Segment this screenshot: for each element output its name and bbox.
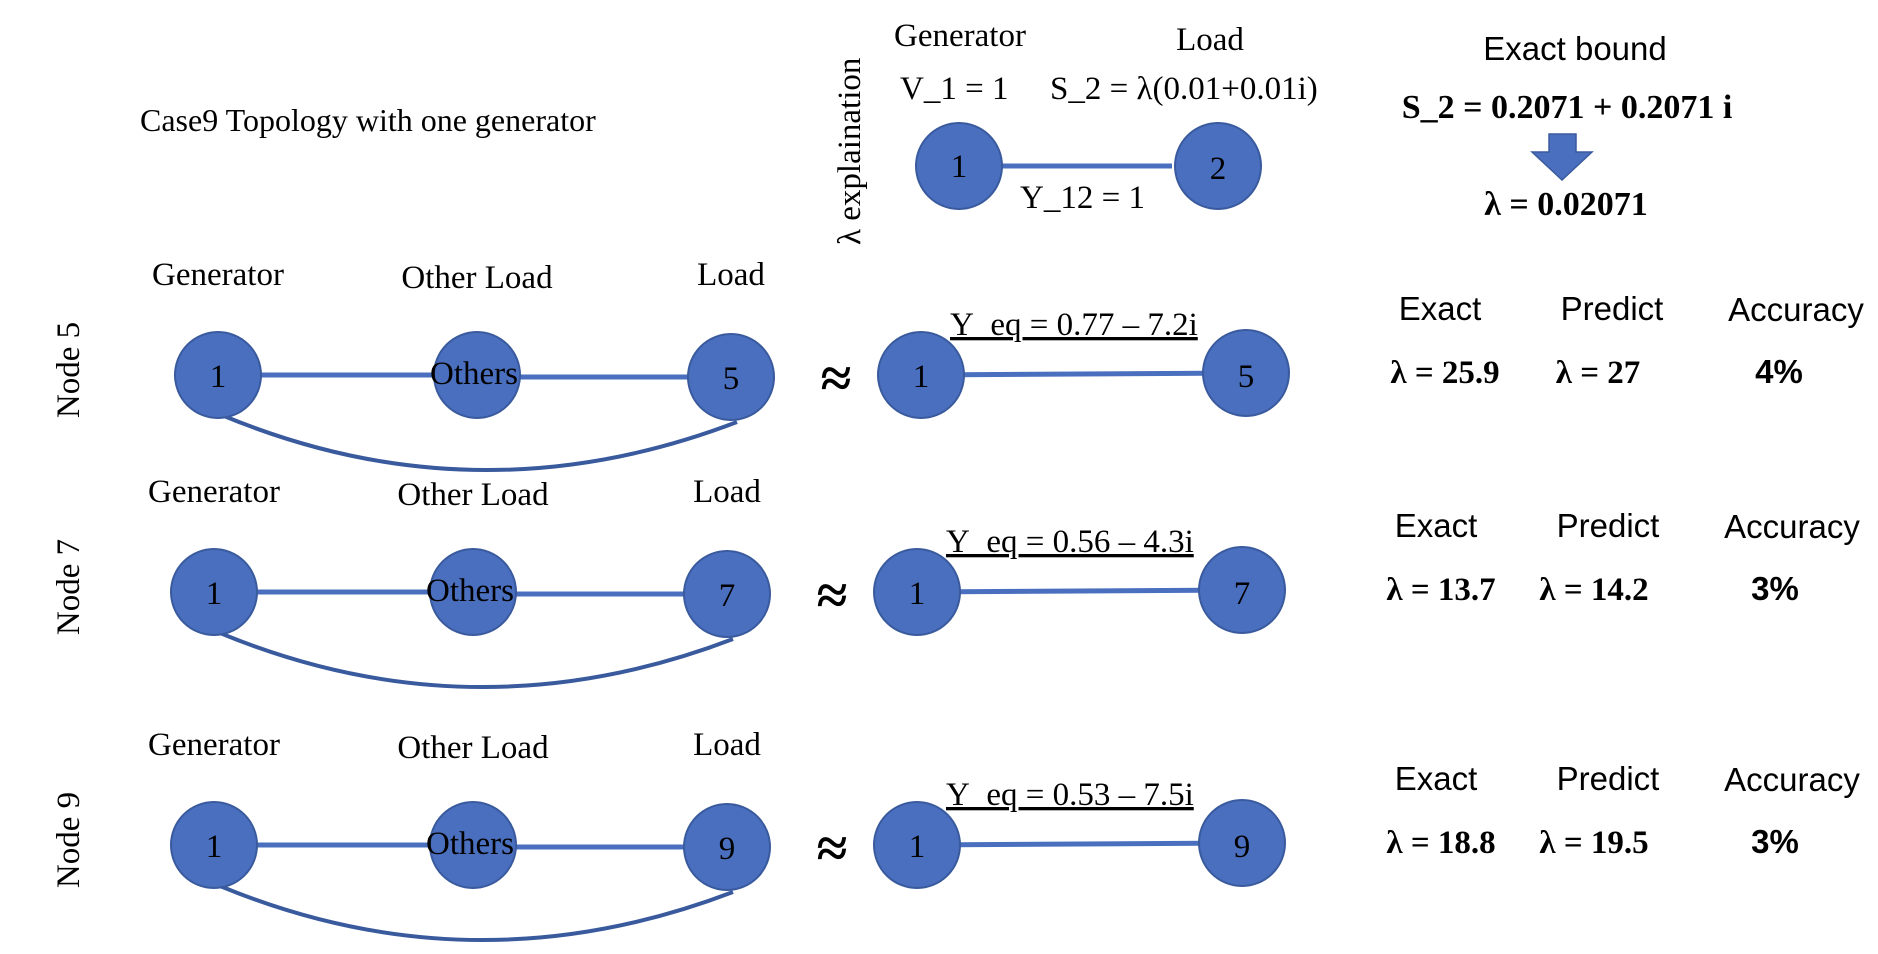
- other-load-label: Other Load: [401, 260, 553, 296]
- others-node-label: Others: [426, 573, 514, 609]
- load-node: [687, 333, 775, 421]
- other-load-label: Other Load: [397, 730, 549, 766]
- load-node-label: 7: [719, 578, 736, 614]
- explanation-generator-label: Generator: [894, 18, 1026, 54]
- accuracy-value: 3%: [1751, 570, 1799, 607]
- node-row: Node 5 Generator Other Load Load 1 Others 5 ≈ Y_…: [51, 257, 1864, 472]
- explanation-node-1-label: 1: [951, 149, 968, 185]
- equivalent-left-node: [873, 548, 961, 636]
- load-node-label: 5: [723, 361, 740, 397]
- row-label: Node 9: [51, 792, 87, 888]
- others-node-label: Others: [430, 356, 518, 392]
- lambda-explanation: λ explaination Generator Load V_1 = 1 S_…: [832, 18, 1318, 245]
- equivalent-right-node: [1202, 329, 1290, 417]
- predict-header: Predict: [1557, 507, 1660, 544]
- predict-header: Predict: [1561, 290, 1664, 327]
- exact-value: λ = 18.8: [1386, 825, 1495, 861]
- node-row: Node 7 Generator Other Load Load 1 Others 7 ≈ Y_…: [51, 474, 1860, 689]
- yeq-label: Y_eq = 0.53 – 7.5i: [946, 777, 1194, 813]
- equivalent-edge: [915, 587, 1243, 595]
- equivalent-right-node-label: 7: [1234, 576, 1251, 612]
- accuracy-header: Accuracy: [1724, 761, 1860, 798]
- equivalent-right-node-label: 5: [1238, 359, 1255, 395]
- explanation-node-2: [1174, 122, 1262, 210]
- accuracy-value: 3%: [1751, 823, 1799, 860]
- explanation-node-2-label: 2: [1210, 151, 1227, 187]
- other-load-label: Other Load: [397, 477, 549, 513]
- exact-bound: Exact bound S_2 = 0.2071 + 0.2071 i λ = …: [1402, 30, 1733, 223]
- equivalent-left-node-label: 1: [909, 576, 926, 612]
- explanation-v1: V_1 = 1: [900, 71, 1008, 107]
- generator-label: Generator: [148, 474, 280, 510]
- equivalent-right-node: [1198, 546, 1286, 634]
- accuracy-header: Accuracy: [1724, 508, 1860, 545]
- generator-node-label: 1: [210, 359, 227, 395]
- generator-label: Generator: [152, 257, 284, 293]
- exact-value: λ = 13.7: [1386, 572, 1495, 608]
- accuracy-header: Accuracy: [1728, 291, 1864, 328]
- exact-bound-s2: S_2 = 0.2071 + 0.2071 i: [1402, 89, 1733, 126]
- exact-header: Exact: [1399, 290, 1482, 327]
- equivalent-right-node-label: 9: [1234, 829, 1251, 865]
- generator-node-label: 1: [206, 576, 223, 612]
- generator-node-label: 1: [206, 829, 223, 865]
- exact-header: Exact: [1395, 760, 1478, 797]
- down-arrow-icon: [1530, 133, 1594, 182]
- others-node: [429, 801, 517, 889]
- row-label: Node 7: [51, 539, 87, 635]
- generator-node: [170, 548, 258, 636]
- generator-label: Generator: [148, 727, 280, 763]
- equivalent-left-node-label: 1: [909, 829, 926, 865]
- generator-node: [170, 801, 258, 889]
- load-label: Load: [693, 727, 761, 763]
- gen-load-arc: [219, 884, 734, 942]
- load-label: Load: [697, 257, 765, 293]
- diagram-title: Case9 Topology with one generator: [140, 102, 596, 138]
- equivalent-edge: [915, 840, 1243, 848]
- predict-value: λ = 14.2: [1539, 572, 1648, 608]
- others-node-label: Others: [426, 826, 514, 862]
- generator-node: [174, 331, 262, 419]
- yeq-label: Y_eq = 0.56 – 4.3i: [946, 524, 1194, 560]
- explanation-y12: Y_12 = 1: [1020, 180, 1145, 216]
- exact-bound-lambda: λ = 0.02071: [1484, 186, 1648, 223]
- others-node: [429, 548, 517, 636]
- explanation-s2: S_2 = λ(0.01+0.01i): [1050, 71, 1318, 107]
- predict-header: Predict: [1557, 760, 1660, 797]
- exact-value: λ = 25.9: [1390, 355, 1499, 391]
- yeq-label: Y_eq = 0.77 – 7.2i: [950, 307, 1198, 343]
- load-node: [683, 550, 771, 638]
- accuracy-value: 4%: [1755, 353, 1803, 390]
- load-node-label: 9: [719, 831, 736, 867]
- gen-load-arc: [223, 414, 738, 472]
- equivalent-right-node: [1198, 799, 1286, 887]
- row-label: Node 5: [51, 322, 87, 418]
- node-row: Node 9 Generator Other Load Load 1 Others 9 ≈ Y_…: [51, 727, 1860, 942]
- others-node: [433, 331, 521, 419]
- equivalent-left-node: [877, 331, 965, 419]
- load-node: [683, 803, 771, 891]
- approx-symbol: ≈: [817, 818, 848, 880]
- equivalent-left-node: [873, 801, 961, 889]
- equivalent-left-node-label: 1: [913, 359, 930, 395]
- predict-value: λ = 27: [1556, 355, 1641, 391]
- explanation-load-label: Load: [1176, 22, 1244, 58]
- gen-load-arc: [219, 631, 734, 689]
- approx-symbol: ≈: [817, 565, 848, 627]
- node-rows: Node 5 Generator Other Load Load 1 Others 5 ≈ Y_…: [51, 257, 1864, 942]
- predict-value: λ = 19.5: [1539, 825, 1648, 861]
- exact-header: Exact: [1395, 507, 1478, 544]
- explanation-node-1: [915, 122, 1003, 210]
- equivalent-edge: [919, 370, 1247, 378]
- exact-bound-heading: Exact bound: [1483, 30, 1666, 67]
- explanation-side-label: λ explaination: [832, 58, 868, 245]
- load-label: Load: [693, 474, 761, 510]
- approx-symbol: ≈: [821, 348, 852, 410]
